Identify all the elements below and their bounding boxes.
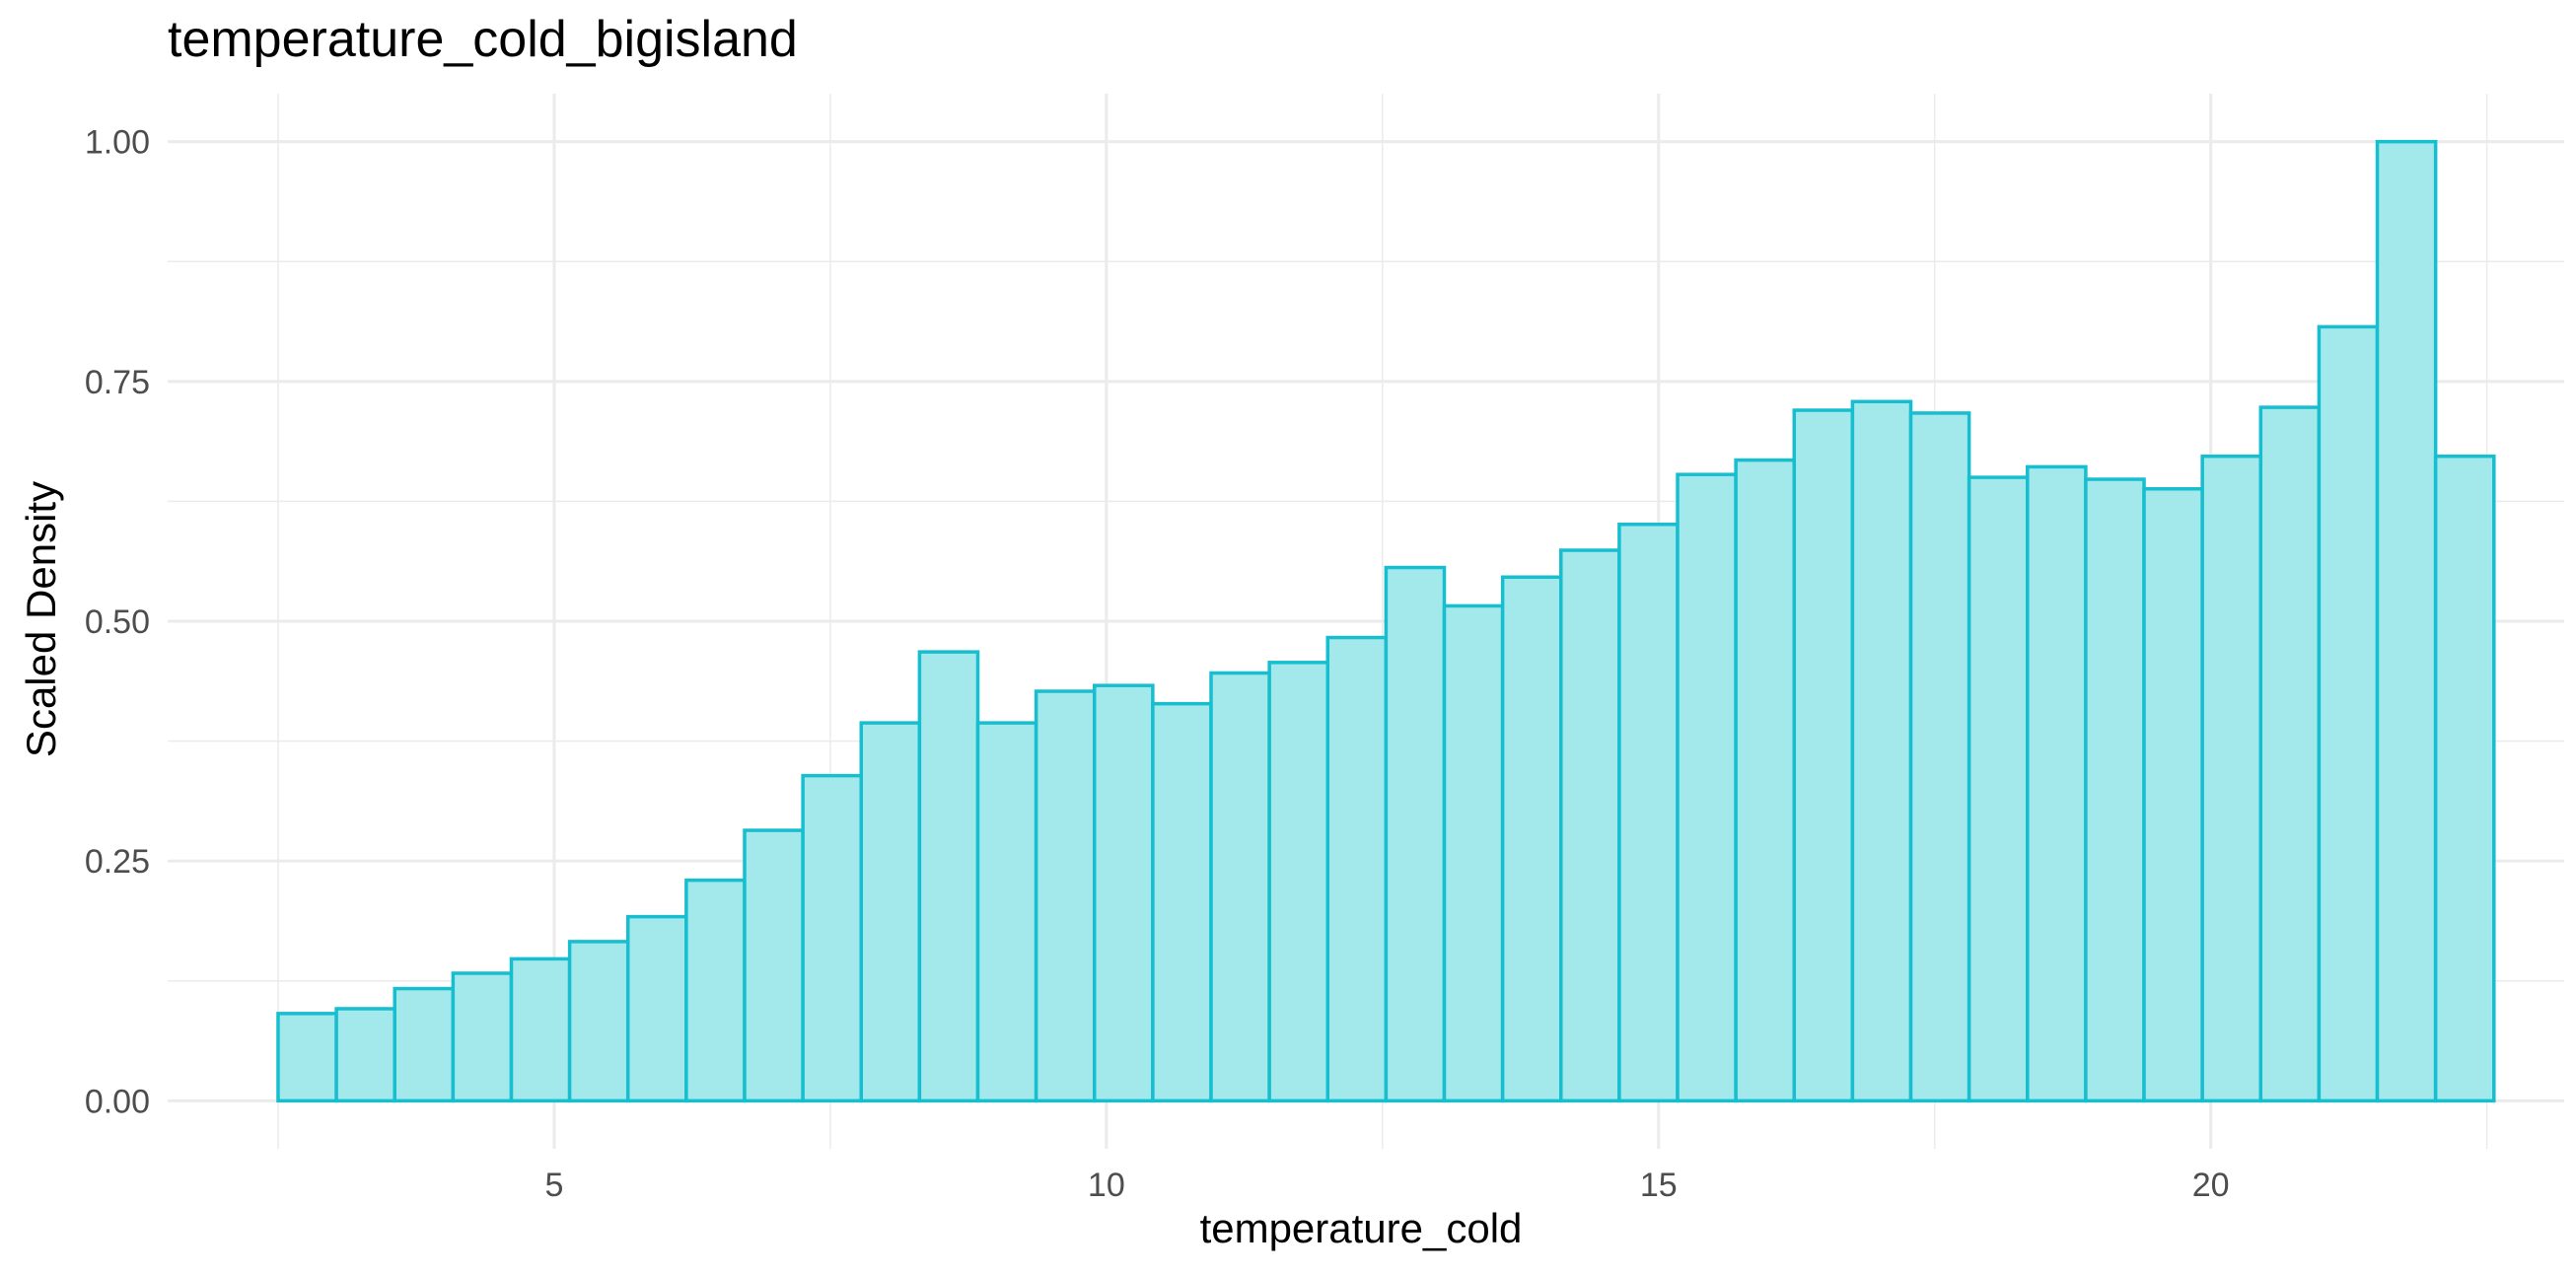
histogram-bar: [1151, 701, 1213, 1103]
y-tick-label: 1.00: [85, 124, 150, 162]
x-tick-label: 20: [2192, 1167, 2230, 1204]
histogram-bar: [2026, 464, 2088, 1103]
histogram-bar: [1908, 411, 1971, 1103]
histogram-bar: [2200, 454, 2263, 1103]
histogram-bar: [509, 956, 572, 1103]
x-tick-label: 10: [1088, 1167, 1125, 1204]
y-tick-label: 0.25: [85, 843, 150, 881]
histogram-bar: [1734, 458, 1797, 1103]
histogram-bar: [1384, 565, 1447, 1103]
x-axis-title: temperature_cold: [1200, 1205, 1523, 1251]
histogram-bar: [743, 828, 805, 1103]
histogram-bar: [1325, 635, 1389, 1103]
ticks-layer: 5 10 15 20 0.00 0.25 0.50 0.75 1.00: [85, 124, 2230, 1204]
histogram-bar: [451, 971, 514, 1103]
histogram-bar: [1559, 548, 1621, 1103]
histogram-bar: [2258, 405, 2322, 1103]
chart-title: temperature_cold_bigisland: [168, 11, 798, 68]
histogram-bar: [1500, 575, 1563, 1103]
histogram-bar: [917, 650, 980, 1103]
histogram-bar: [1617, 523, 1680, 1103]
histogram-bar: [1792, 408, 1855, 1103]
histogram-bar: [276, 1012, 338, 1103]
histogram-bar: [1267, 661, 1330, 1103]
histogram-bar: [1209, 671, 1271, 1103]
histogram-bar: [1034, 689, 1097, 1103]
y-tick-label: 0.75: [85, 364, 150, 401]
histogram-bar: [1850, 399, 1913, 1103]
histogram-bar: [1442, 603, 1505, 1103]
histogram-bar: [1676, 472, 1738, 1103]
histogram-bar: [1092, 683, 1155, 1103]
x-tick-label: 15: [1640, 1167, 1678, 1204]
histogram-bar: [2317, 324, 2380, 1103]
histogram-bar: [625, 914, 688, 1103]
y-tick-label: 0.50: [85, 603, 150, 641]
bars-layer: [276, 139, 2496, 1103]
y-axis-title: Scaled Density: [18, 481, 64, 757]
y-tick-label: 0.00: [85, 1083, 150, 1120]
histogram-bar: [2142, 487, 2204, 1103]
histogram-bar: [334, 1007, 396, 1103]
histogram-bar: [393, 986, 456, 1103]
histogram-bar: [801, 773, 863, 1103]
histogram-bar: [859, 721, 922, 1103]
histogram-bar: [2433, 454, 2496, 1103]
x-tick-label: 5: [544, 1167, 563, 1204]
histogram-bar: [1967, 475, 2030, 1103]
histogram-bar: [2084, 477, 2146, 1103]
histogram-bar: [684, 878, 747, 1103]
histogram-bar: [567, 940, 630, 1103]
histogram-bar: [975, 721, 1038, 1103]
histogram-bar: [2375, 139, 2438, 1103]
